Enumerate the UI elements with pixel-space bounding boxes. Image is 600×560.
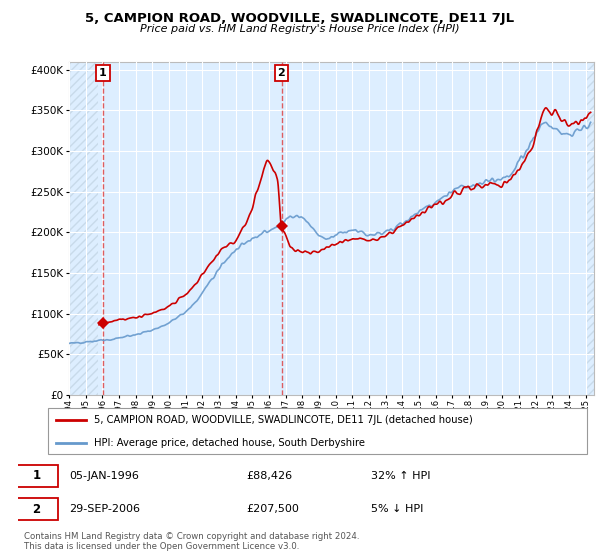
FancyBboxPatch shape xyxy=(15,498,58,520)
Text: 29-SEP-2006: 29-SEP-2006 xyxy=(70,504,140,514)
Text: 1: 1 xyxy=(32,469,41,483)
Text: 5, CAMPION ROAD, WOODVILLE, SWADLINCOTE, DE11 7JL (detached house): 5, CAMPION ROAD, WOODVILLE, SWADLINCOTE,… xyxy=(94,415,473,425)
Text: 2: 2 xyxy=(32,502,41,516)
Text: Price paid vs. HM Land Registry's House Price Index (HPI): Price paid vs. HM Land Registry's House … xyxy=(140,24,460,34)
Text: 32% ↑ HPI: 32% ↑ HPI xyxy=(371,471,431,481)
Text: £207,500: £207,500 xyxy=(246,504,299,514)
Text: HPI: Average price, detached house, South Derbyshire: HPI: Average price, detached house, Sout… xyxy=(94,438,365,449)
Text: £88,426: £88,426 xyxy=(246,471,292,481)
Text: 2: 2 xyxy=(278,68,286,78)
Text: Contains HM Land Registry data © Crown copyright and database right 2024.
This d: Contains HM Land Registry data © Crown c… xyxy=(24,531,359,551)
Text: 5, CAMPION ROAD, WOODVILLE, SWADLINCOTE, DE11 7JL: 5, CAMPION ROAD, WOODVILLE, SWADLINCOTE,… xyxy=(85,12,515,25)
Text: 5% ↓ HPI: 5% ↓ HPI xyxy=(371,504,424,514)
Bar xyxy=(69,62,98,395)
Bar xyxy=(586,62,594,395)
FancyBboxPatch shape xyxy=(48,408,587,454)
Text: 05-JAN-1996: 05-JAN-1996 xyxy=(70,471,139,481)
FancyBboxPatch shape xyxy=(15,465,58,487)
Text: 1: 1 xyxy=(99,68,107,78)
